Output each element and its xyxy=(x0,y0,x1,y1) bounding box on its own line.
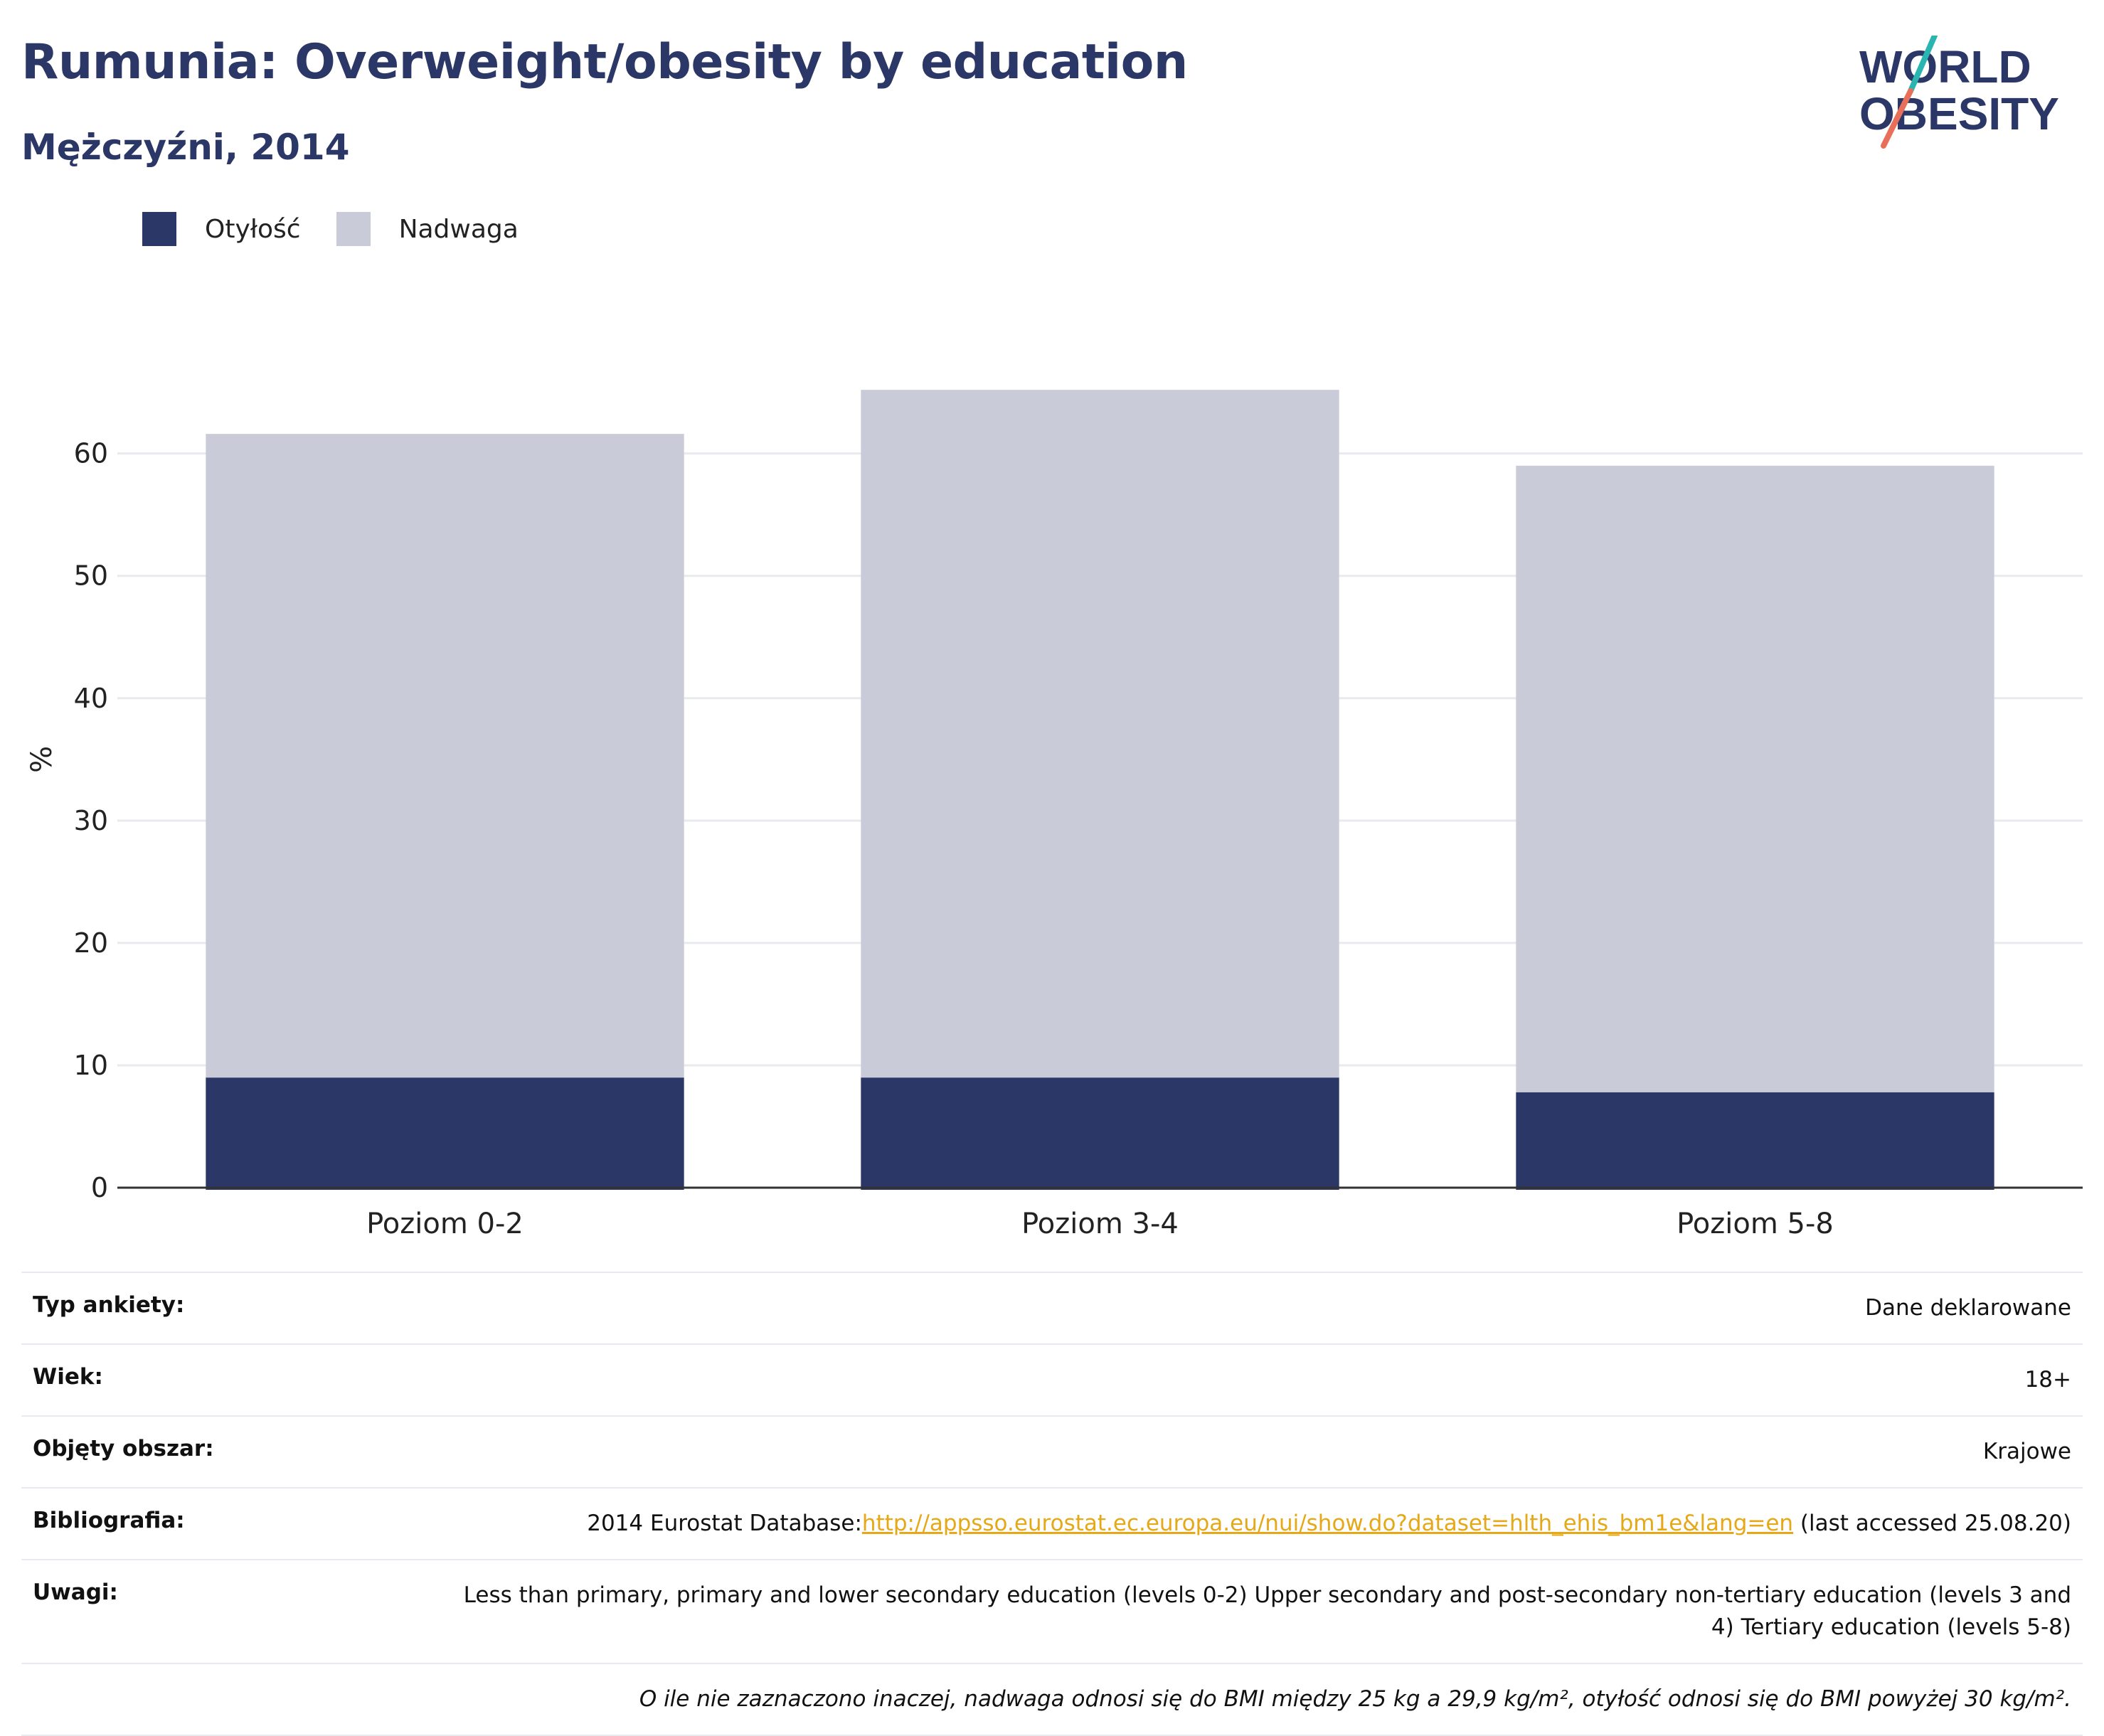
info-row-bibliography: Bibliografia: 2014 Eurostat Database:htt… xyxy=(21,1486,2083,1559)
y-tick-label: 30 xyxy=(74,805,108,836)
x-tick-label: Poziom 0-2 xyxy=(366,1208,524,1240)
bibliography-suffix: (last accessed 25.08.20) xyxy=(1793,1510,2071,1536)
bibliography-link[interactable]: http://appsso.eurostat.ec.europa.eu/nui/… xyxy=(861,1510,1794,1536)
legend-swatch-overweight xyxy=(336,212,371,246)
y-axis-label: % xyxy=(26,746,58,773)
bibliography-prefix: 2014 Eurostat Database: xyxy=(587,1510,862,1536)
survey-type-value: Dane deklarowane xyxy=(1865,1295,2071,1321)
notes-label: Uwagi: xyxy=(33,1579,118,1605)
y-tick-label: 0 xyxy=(91,1172,108,1203)
bar-obesity xyxy=(861,1077,1339,1190)
bibliography-value: 2014 Eurostat Database:http://appsso.eur… xyxy=(587,1508,2071,1540)
area-label: Objęty obszar: xyxy=(33,1435,214,1461)
age-label: Wiek: xyxy=(33,1363,103,1390)
age-value: 18+ xyxy=(2024,1366,2071,1392)
bar-overweight xyxy=(861,390,1339,1078)
info-row-area: Objęty obszar: Krajowe xyxy=(21,1415,2083,1487)
legend-label-obesity: Otyłość xyxy=(205,214,301,244)
y-tick-label: 50 xyxy=(74,560,108,592)
bar-overweight xyxy=(206,434,684,1078)
notes-value: Less than primary, primary and lower sec… xyxy=(463,1582,2071,1640)
footnote-text: O ile nie zaznaczono inaczej, nadwaga od… xyxy=(639,1686,2071,1712)
logo-word-1: WORLD xyxy=(1859,41,2031,92)
bar-obesity xyxy=(1516,1092,1994,1190)
chart-legend: Otyłość Nadwaga xyxy=(142,212,554,246)
area-value: Krajowe xyxy=(1982,1438,2071,1464)
y-tick-label: 10 xyxy=(74,1050,108,1081)
y-tick-label: 20 xyxy=(74,927,108,959)
legend-item-obesity[interactable]: Otyłość xyxy=(142,212,301,246)
legend-item-overweight[interactable]: Nadwaga xyxy=(336,212,519,246)
page-subtitle: Mężczyźni, 2014 xyxy=(21,127,350,168)
bar-obesity xyxy=(206,1077,684,1190)
info-row-age: Wiek: 18+ xyxy=(21,1343,2083,1415)
legend-swatch-obesity xyxy=(142,212,176,246)
bibliography-label: Bibliografia: xyxy=(33,1507,185,1533)
info-row-notes: Uwagi: Less than primary, primary and lo… xyxy=(21,1558,2083,1663)
info-row-survey-type: Typ ankiety: Dane deklarowane xyxy=(21,1272,2083,1343)
y-tick-label: 60 xyxy=(74,438,108,469)
survey-type-label: Typ ankiety: xyxy=(33,1292,185,1318)
y-tick-label: 40 xyxy=(74,683,108,714)
x-tick-label: Poziom 3-4 xyxy=(1021,1208,1179,1240)
info-table: Typ ankiety: Dane deklarowane Wiek: 18+ … xyxy=(21,1272,2083,1736)
page-title: Rumunia: Overweight/obesity by education xyxy=(21,34,1188,90)
stacked-bar-chart: 0 10 20 30 40 50 60% Poziom 0-2 Poziom 3-4 Poziom… xyxy=(26,390,2083,1240)
info-row-footnote: O ile nie zaznaczono inaczej, nadwaga od… xyxy=(21,1662,2083,1736)
x-tick-label: Poziom 5-8 xyxy=(1677,1208,1834,1240)
bar-overweight xyxy=(1516,465,1994,1092)
world-obesity-logo: WORLD OBESITY xyxy=(1859,36,2059,149)
legend-label-overweight: Nadwaga xyxy=(398,214,519,244)
